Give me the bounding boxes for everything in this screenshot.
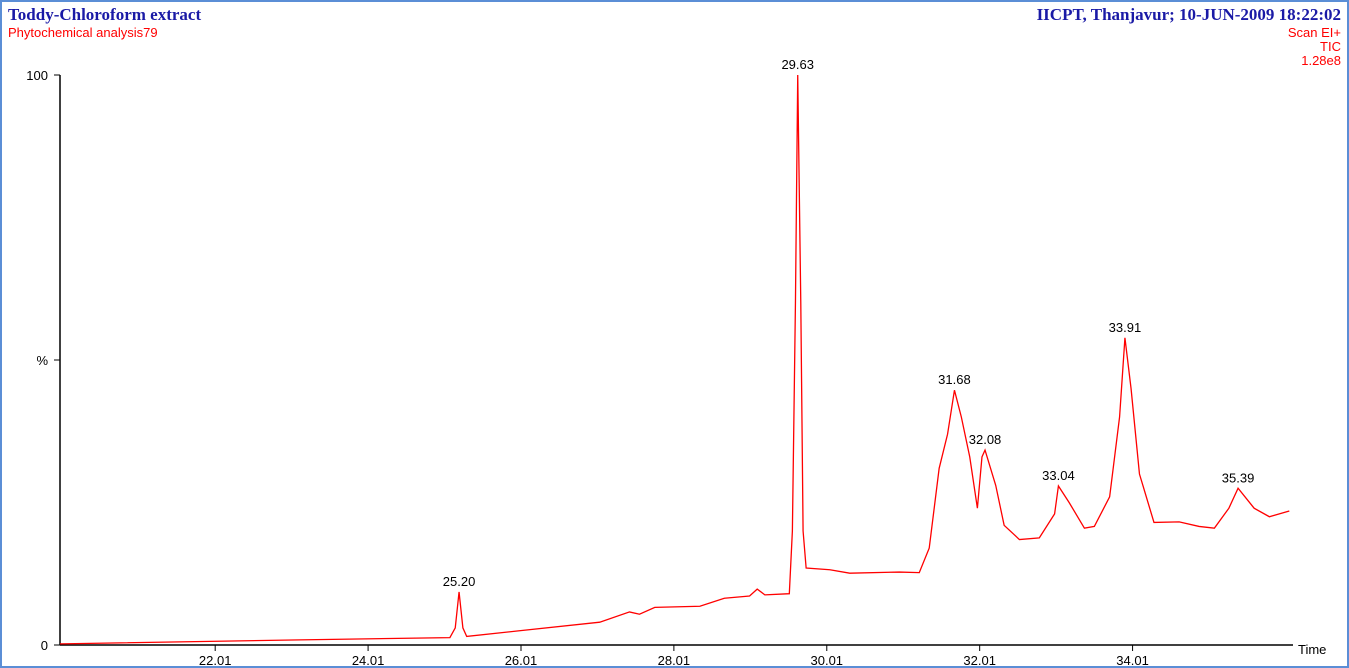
x-tick-label: 34.01 bbox=[1116, 653, 1149, 668]
x-tick-label: 32.01 bbox=[963, 653, 996, 668]
scan-info: Scan EI+ bbox=[1288, 25, 1341, 40]
x-tick-label: 30.01 bbox=[811, 653, 844, 668]
peak-label: 31.68 bbox=[938, 372, 971, 387]
peak-label: 29.63 bbox=[781, 57, 814, 72]
x-tick-label: 28.01 bbox=[658, 653, 691, 668]
scan-info: TIC bbox=[1320, 39, 1341, 54]
trace bbox=[59, 74, 1290, 645]
peak-label: 32.08 bbox=[969, 432, 1002, 447]
subtitle: Phytochemical analysis79 bbox=[8, 25, 158, 40]
header-right: IICPT, Thanjavur; 10-JUN-2009 18:22:02 bbox=[1037, 5, 1341, 24]
y-tick-label: 100 bbox=[26, 68, 48, 83]
x-tick-label: 24.01 bbox=[352, 653, 385, 668]
peak-label: 33.04 bbox=[1042, 468, 1075, 483]
x-tick-label: 22.01 bbox=[199, 653, 232, 668]
y-tick-label: 0 bbox=[41, 638, 48, 653]
x-axis-label: Time bbox=[1298, 642, 1326, 657]
chart-title: Toddy-Chloroform extract bbox=[8, 5, 201, 24]
peak-label: 33.91 bbox=[1109, 320, 1142, 335]
x-tick-label: 26.01 bbox=[505, 653, 538, 668]
peak-label: 25.20 bbox=[443, 574, 476, 589]
peak-label: 35.39 bbox=[1222, 470, 1255, 485]
y-tick-label: % bbox=[36, 353, 48, 368]
scan-info: 1.28e8 bbox=[1301, 53, 1341, 68]
